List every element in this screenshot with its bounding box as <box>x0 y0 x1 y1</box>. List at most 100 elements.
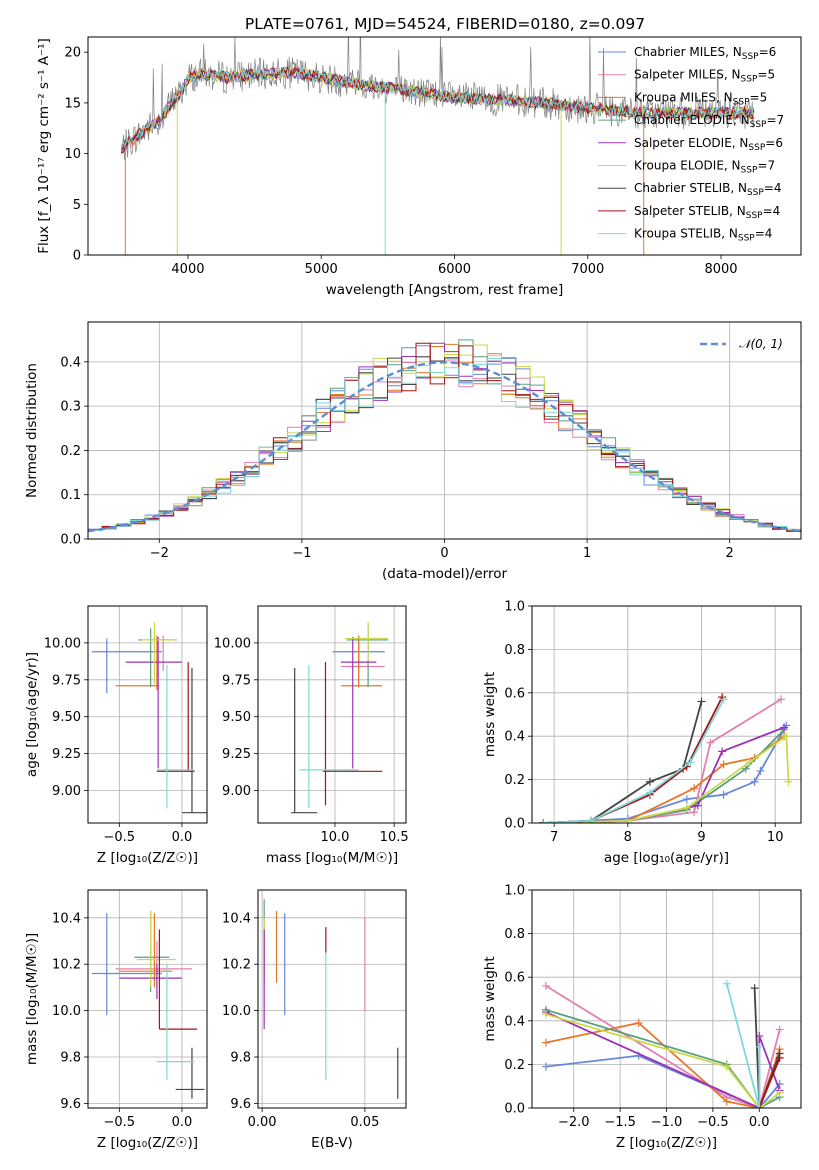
x-tick-label: 1 <box>583 546 591 561</box>
y-tick-label: 0 <box>73 249 81 264</box>
weight-marker <box>541 1038 550 1047</box>
weight-marker <box>745 758 754 767</box>
x-tick-label: −1.0 <box>651 1115 683 1130</box>
spectrum-model-line <box>121 66 755 154</box>
weight-marker <box>722 1097 731 1106</box>
y-axis-label: mass weight <box>482 956 498 1041</box>
errorbar-point <box>340 635 385 673</box>
y-tick-label: 10.0 <box>52 1004 81 1019</box>
errorbar-point <box>299 665 359 809</box>
age-vs-Z-panel: −0.5 0.0 9.00 9.25 9.50 9.75 10.00 Z [log₁₀(Z/Z… <box>24 605 208 866</box>
weight-marker <box>719 760 728 769</box>
errorbar-point <box>119 913 172 988</box>
weight-line <box>758 1057 781 1108</box>
y-tick-label: 15 <box>64 96 81 111</box>
weight-marker <box>693 801 702 810</box>
mass-vs-ebv-plot-area <box>263 899 399 1099</box>
weight-marker <box>750 984 759 993</box>
weight-vs-Z-plot-area <box>541 979 784 1108</box>
errorbar-point <box>136 910 176 988</box>
weight-marker <box>755 1104 764 1108</box>
weight-marker <box>690 784 699 793</box>
x-tick-label: −1.5 <box>604 1115 636 1130</box>
x-tick-label: 0.0 <box>172 1115 193 1130</box>
legend-entry: 𝒩(0, 1) <box>739 337 783 351</box>
weight-marker <box>697 697 706 706</box>
weight-marker <box>682 795 691 804</box>
x-tick-label: 7 <box>550 830 558 845</box>
errorbar-point <box>291 668 318 814</box>
y-tick-label: 10.2 <box>222 958 251 973</box>
weight-marker <box>706 738 715 747</box>
weight-marker <box>777 695 786 704</box>
y-tick-label: 9.6 <box>230 1097 251 1112</box>
y-tick-label: 10.0 <box>222 1004 251 1019</box>
x-tick-label: 10.5 <box>380 830 409 845</box>
y-axis-label: Flux [f_λ 10⁻¹⁷ erg cm⁻² s⁻¹ A⁻¹] <box>36 38 52 254</box>
y-tick-label: 10.4 <box>52 911 81 926</box>
y-tick-label: 0.0 <box>60 533 81 548</box>
x-tick-label: −2 <box>150 546 169 561</box>
weight-line <box>545 985 781 1108</box>
legend-entry: Chabrier MILES, NSSP=6 <box>634 45 776 62</box>
histogram-plot-area <box>88 339 801 533</box>
x-tick-label: −2.0 <box>558 1115 590 1130</box>
weight-marker <box>645 788 654 797</box>
age-vs-mass-plot-area <box>291 622 389 814</box>
spectrum-plot-area <box>120 37 755 255</box>
x-tick-label: 6000 <box>438 262 471 277</box>
weight-marker <box>775 1053 784 1062</box>
legend-entry: Chabrier ELODIE, NSSP=7 <box>634 113 784 130</box>
weight-marker <box>780 723 789 732</box>
x-tick-label: −1 <box>292 546 311 561</box>
x-axis-label: age [log₁₀(age/yr)] <box>604 850 729 866</box>
weight-marker <box>722 1062 731 1071</box>
legend-entry: Kroupa MILES, NSSP=5 <box>634 90 767 107</box>
errorbar-point <box>323 662 383 806</box>
legend-entry: Kroupa ELODIE, NSSP=7 <box>634 159 775 176</box>
x-tick-label: 0.0 <box>172 830 193 845</box>
y-tick-label: 10.4 <box>222 911 251 926</box>
histogram-panel: −2 −1 0 1 2 0.0 0.1 0.2 0.3 0.4 (data-model)/error… <box>24 321 802 582</box>
x-tick-label: 10 <box>767 830 784 845</box>
x-tick-label: −0.5 <box>697 1115 729 1130</box>
errorbar-point <box>125 637 182 769</box>
weight-marker <box>645 777 654 786</box>
errorbar-point <box>340 635 383 688</box>
weight-line <box>545 1011 781 1108</box>
errorbar-point <box>175 1047 205 1099</box>
age-vs-Z-plot-area <box>91 622 207 814</box>
axes-frame <box>531 605 802 824</box>
weight-marker <box>741 764 750 773</box>
weight-marker <box>541 981 550 990</box>
y-tick-label: 10 <box>64 147 81 162</box>
weight-marker <box>784 777 793 786</box>
legend-entry: Salpeter MILES, NSSP=5 <box>634 68 775 85</box>
histogram-step <box>88 344 801 531</box>
x-tick-label: 8 <box>624 830 632 845</box>
weight-line <box>725 983 761 1108</box>
weight-marker <box>719 695 728 704</box>
weight-marker <box>722 979 731 988</box>
axes-frame <box>87 605 208 824</box>
errorbar-point <box>344 622 389 661</box>
x-axis-label: mass [log₁₀(M/M☉)] <box>266 850 398 866</box>
axes-frame <box>257 605 407 824</box>
legend-entry: Salpeter STELIB, NSSP=4 <box>634 204 780 221</box>
x-tick-label: 8000 <box>704 262 737 277</box>
errorbar-point <box>340 637 377 769</box>
x-tick-label: 0.0 <box>749 1115 770 1130</box>
axes-frame <box>257 889 407 1109</box>
weight-vs-age-plot-area <box>539 693 793 823</box>
x-tick-label: −0.5 <box>104 830 136 845</box>
axes-frame <box>531 889 802 1109</box>
weight-marker <box>634 1018 643 1027</box>
weight-vs-Z-panel: −2.0 −1.5 −1.0 −0.5 0.0 0.0 0.2 0.4 0.6 0.8 1.0 Z [… <box>482 884 802 1151</box>
weight-marker <box>690 808 699 817</box>
y-tick-label: 0.8 <box>504 927 525 942</box>
weight-line <box>543 734 790 823</box>
weight-line <box>545 1013 781 1108</box>
spectrum-panel: 4000 5000 6000 7000 8000 0 5 10 15 20 wavelength [… <box>36 36 802 298</box>
y-tick-label: 9.8 <box>60 1050 81 1065</box>
y-tick-label: 9.75 <box>222 673 251 688</box>
